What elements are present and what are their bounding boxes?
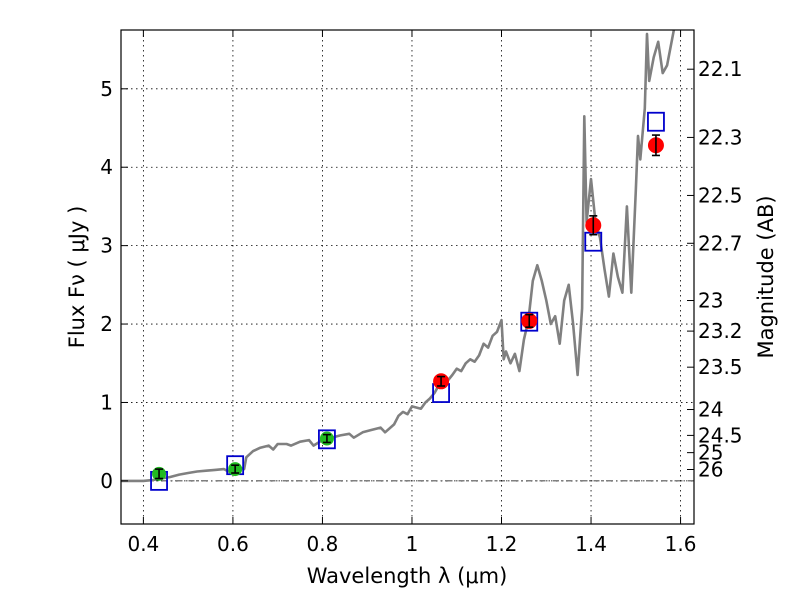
y-tick-label: 3: [100, 234, 113, 258]
x-tick-label: 0.4: [127, 532, 159, 556]
right-tick-label: 22.7: [698, 231, 743, 255]
y-tick-label: 1: [100, 390, 113, 414]
right-tick-label: 25: [698, 441, 723, 465]
y-tick-label: 5: [100, 77, 113, 101]
blue-square-marker: [647, 111, 665, 132]
right-tick-label: 24.5: [698, 423, 743, 447]
right-tick-label: 23.2: [698, 319, 743, 343]
right-axis-label: Magnitude (AB): [754, 195, 778, 358]
right-tick-label: 22.5: [698, 183, 743, 207]
y-axis-label: Flux Fν ( μJy ): [65, 206, 89, 349]
grid: [121, 30, 694, 524]
x-tick-label: 0.8: [307, 532, 339, 556]
y-tick-label: 2: [100, 312, 113, 336]
blue-square-marker: [520, 311, 539, 332]
x-tick-label: 1.2: [486, 532, 518, 556]
x-axis-label: Wavelength λ (μm): [307, 564, 508, 588]
axis-ticks: 0.4 0.6 0.8 1 1.2 1.4 1.601234522.122.322.522.…: [100, 30, 743, 556]
x-tick-label: 1.6: [665, 532, 697, 556]
right-tick-label: 23.5: [698, 355, 743, 379]
model-spectrum-line: [121, 30, 676, 483]
x-tick-label: 0.6: [217, 532, 249, 556]
plot-area: [121, 30, 676, 491]
blue-square-marker: [318, 429, 336, 450]
x-tick-label: 1.4: [575, 532, 607, 556]
right-tick-label: 24: [698, 398, 723, 422]
right-tick-label: 22.1: [698, 57, 743, 81]
y-tick-label: 0: [100, 469, 113, 493]
right-tick-label: 22.3: [698, 125, 743, 149]
right-tick-label: 23: [698, 289, 723, 313]
right-tick-label: 26: [698, 458, 723, 482]
x-tick-label: 1: [406, 532, 419, 556]
y-tick-label: 4: [100, 155, 113, 179]
plot-frame: [120, 29, 695, 525]
